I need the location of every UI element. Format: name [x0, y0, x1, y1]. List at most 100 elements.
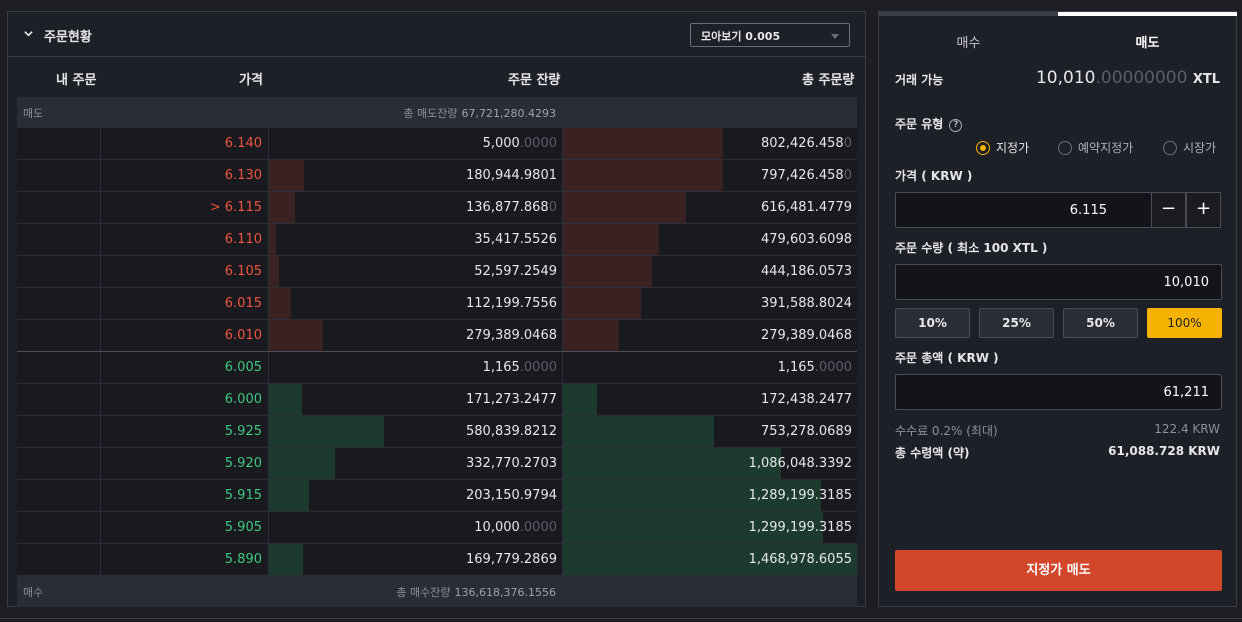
price-increase-button[interactable]: +	[1186, 192, 1221, 228]
my-order-cell	[17, 256, 101, 287]
ask-total-value: 444,186.0573	[761, 264, 852, 279]
ask-price[interactable]: 6.105	[101, 256, 269, 287]
bid-row[interactable]: 5.905 10,000.0000 1,299,199.3185	[17, 512, 857, 544]
ask-price[interactable]: 6.130	[101, 160, 269, 191]
bid-total-bar	[563, 512, 823, 543]
amount-input[interactable]: 61,211	[895, 374, 1222, 410]
bid-qty-decimals: .0000	[519, 360, 557, 375]
tab-buy[interactable]: 매수	[879, 12, 1058, 56]
bid-total-cell: 1,299,199.3185	[563, 512, 857, 543]
ask-qty-value: 35,417.5526	[474, 232, 557, 247]
bid-total-value: 136,618,376.1556	[454, 586, 556, 599]
ask-price[interactable]: 6.015	[101, 288, 269, 319]
ask-qty-bar	[269, 256, 279, 287]
ask-total: 797,426.4580	[761, 168, 852, 183]
tab-sell[interactable]: 매도	[1058, 12, 1237, 56]
orderbook-panel: 주문현황 모아보기 0.005 내 주문 가격 주문 잔량 총 주문량 매도 총…	[7, 11, 866, 607]
bid-price[interactable]: 5.915	[101, 480, 269, 511]
available-unit: XTL	[1192, 72, 1220, 87]
bid-qty: 1,165.0000	[483, 360, 557, 375]
col-price: 가격	[239, 73, 263, 88]
price-input[interactable]: 6.115	[895, 192, 1152, 228]
radio-market[interactable]: 시장가	[1163, 139, 1216, 156]
bid-qty-bar	[269, 544, 303, 575]
ask-price[interactable]: 6.010	[101, 320, 269, 351]
price-label: 가격 ( KRW )	[895, 169, 973, 183]
ask-qty: 52,597.2549	[474, 264, 557, 279]
bid-qty: 203,150.9794	[466, 488, 557, 503]
bid-price[interactable]: 5.920	[101, 448, 269, 479]
quantity-input[interactable]: 10,010	[895, 264, 1222, 300]
ask-qty-cell: 52,597.2549	[269, 256, 563, 287]
radio-market-label: 시장가	[1183, 141, 1217, 155]
bid-total-bar	[563, 480, 821, 511]
bid-row[interactable]: 6.000 171,273.2477 172,438.2477	[17, 384, 857, 416]
ask-row[interactable]: 6.140 5,000.0000 802,426.4580	[17, 128, 857, 160]
price-decrease-button[interactable]: −	[1151, 192, 1186, 228]
ask-price[interactable]: > 6.115	[101, 192, 269, 223]
percent-100-button[interactable]: 100%	[1147, 308, 1222, 338]
help-icon[interactable]: ?	[949, 119, 963, 132]
bid-row[interactable]: 5.920 332,770.2703 1,086,048.3392	[17, 448, 857, 480]
limit-sell-button[interactable]: 지정가 매도	[895, 550, 1222, 591]
ask-total-bar	[563, 128, 723, 159]
bid-qty-bar	[269, 416, 384, 447]
ask-qty-bar	[269, 192, 295, 223]
group-select[interactable]: 모아보기 0.005	[690, 23, 850, 47]
orderbook-title: 주문현황	[44, 30, 92, 45]
bid-total-value: 1,086,048.3392	[748, 456, 852, 471]
ask-row[interactable]: 6.130 180,944.9801 797,426.4580	[17, 160, 857, 192]
bid-qty-cell: 203,150.9794	[269, 480, 563, 511]
ask-total-value: 479,603.6098	[761, 232, 852, 247]
ask-total-cell: 391,588.8024	[563, 288, 857, 319]
ask-total: 802,426.4580	[761, 136, 852, 151]
bid-price[interactable]: 5.925	[101, 416, 269, 447]
ask-price[interactable]: 6.140	[101, 128, 269, 159]
radio-stop-limit-label: 예약지정가	[1078, 141, 1134, 155]
bid-price[interactable]: 5.905	[101, 512, 269, 543]
receive-value: 61,088.728 KRW	[1108, 444, 1220, 458]
bid-price[interactable]: 6.005	[101, 352, 269, 383]
ask-total-cell: 802,426.4580	[563, 128, 857, 159]
col-total: 총 주문량	[802, 73, 855, 88]
bid-total: 1,086,048.3392	[749, 456, 852, 471]
bid-qty-cell: 332,770.2703	[269, 448, 563, 479]
percent-10-button[interactable]: 10%	[895, 308, 970, 338]
bid-summary-row: 매수 총 매수잔량 136,618,376.1556	[17, 576, 857, 607]
ask-qty: 136,877.8680	[466, 200, 557, 215]
percent-25-button[interactable]: 25%	[979, 308, 1054, 338]
ask-total-value: 391,588.8024	[761, 296, 852, 311]
ask-qty-value: 112,199.7556	[466, 296, 557, 311]
radio-stop-limit[interactable]: 예약지정가	[1058, 139, 1133, 156]
ask-qty-cell: 180,944.9801	[269, 160, 563, 191]
ask-row[interactable]: 6.110 35,417.5526 479,603.6098	[17, 224, 857, 256]
bid-row[interactable]: 6.005 1,165.0000 1,165.0000	[17, 352, 857, 384]
ask-total: 616,481.4779	[761, 200, 852, 215]
ask-qty-bar	[269, 320, 323, 351]
bid-total: 1,468,978.6055	[749, 552, 852, 567]
bid-row[interactable]: 5.890 169,779.2869 1,468,978.6055	[17, 544, 857, 576]
ask-total-bar	[563, 320, 619, 351]
available-value: 10,010.00000000 XTL	[1036, 68, 1220, 88]
bid-price[interactable]: 5.890	[101, 544, 269, 575]
my-order-cell	[17, 320, 101, 351]
ask-total-cell: 616,481.4779	[563, 192, 857, 223]
percent-50-button[interactable]: 50%	[1063, 308, 1138, 338]
ask-qty-value: 5,000	[482, 136, 520, 151]
bid-price[interactable]: 6.000	[101, 384, 269, 415]
radio-limit[interactable]: 지정가	[976, 139, 1029, 156]
bid-row[interactable]: 5.915 203,150.9794 1,289,199.3185	[17, 480, 857, 512]
ask-row[interactable]: 6.010 279,389.0468 279,389.0468	[17, 320, 857, 352]
ask-total-bar	[563, 256, 652, 287]
my-order-cell	[17, 160, 101, 191]
bid-qty-cell: 10,000.0000	[269, 512, 563, 543]
bid-row[interactable]: 5.925 580,839.8212 753,278.0689	[17, 416, 857, 448]
ask-total-decimals: 0	[843, 168, 852, 183]
ask-price[interactable]: 6.110	[101, 224, 269, 255]
chevron-down-icon[interactable]	[24, 29, 33, 38]
ask-total-cell: 479,603.6098	[563, 224, 857, 255]
ask-row[interactable]: 6.105 52,597.2549 444,186.0573	[17, 256, 857, 288]
ask-row[interactable]: 6.015 112,199.7556 391,588.8024	[17, 288, 857, 320]
my-order-cell	[17, 384, 101, 415]
ask-row[interactable]: > 6.115 136,877.8680 616,481.4779	[17, 192, 857, 224]
